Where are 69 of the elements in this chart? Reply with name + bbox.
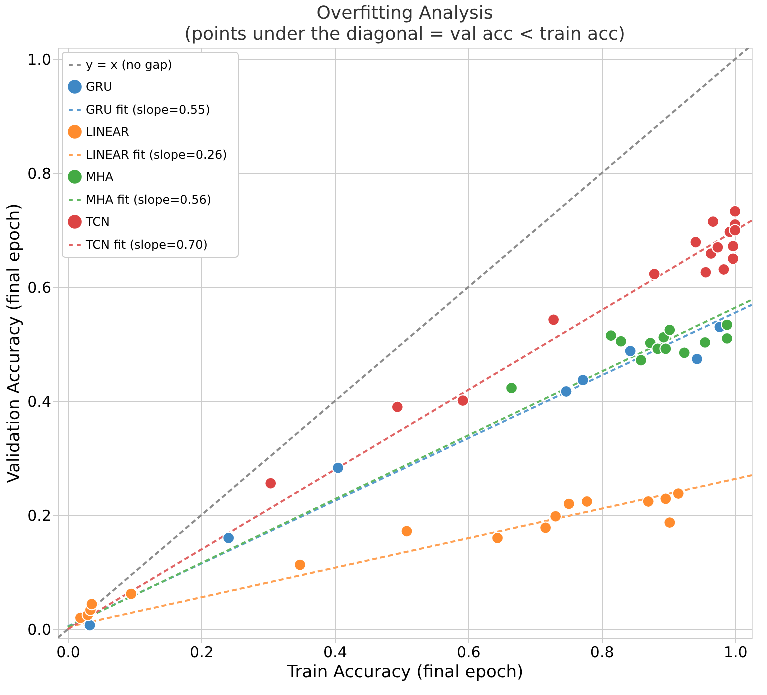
chart-subtitle: (points under the diagonal = val acc < train acc) (184, 24, 626, 45)
point (691, 353, 704, 366)
point (664, 324, 676, 336)
point (576, 374, 590, 387)
y-tick-label: 0.8 (28, 164, 52, 183)
point (604, 330, 618, 342)
x-axis-title: Train Accuracy (final epoch) (286, 662, 524, 682)
legend-label: MHA fit (slope=0.56) (86, 193, 212, 207)
point (642, 496, 655, 508)
point (391, 400, 404, 414)
point (492, 532, 504, 544)
point (660, 342, 672, 356)
point (707, 216, 720, 228)
point (222, 532, 236, 544)
x-tick-label: 0.0 (56, 644, 80, 662)
x-tick-label: 0.4 (324, 644, 348, 662)
legend-label: MHA (86, 170, 114, 184)
point (615, 335, 628, 348)
y-tick-label: 0.0 (28, 620, 52, 639)
x-tick-label: 1.0 (724, 644, 748, 662)
legend-label: LINEAR (86, 125, 130, 139)
point (562, 498, 576, 510)
point (84, 619, 96, 632)
point (690, 236, 702, 249)
chart-title: Overfitting Analysis (316, 3, 494, 24)
point (456, 394, 470, 408)
point (550, 510, 562, 523)
point (294, 558, 306, 572)
point (125, 588, 138, 600)
point (548, 314, 560, 326)
x-tick-label: 0.2 (190, 644, 214, 662)
y-tick-label: 1.0 (28, 50, 52, 69)
x-tick-label: 0.6 (456, 644, 481, 662)
point (580, 496, 594, 508)
y-tick-label: 0.6 (28, 278, 52, 297)
point (678, 346, 691, 360)
point (727, 252, 740, 266)
point (727, 240, 740, 253)
point (718, 264, 730, 276)
point (86, 598, 98, 611)
y-axis-title: Validation Accuracy (final epoch) (4, 204, 25, 484)
point (729, 224, 742, 237)
point (624, 345, 637, 358)
legend-label: y = x (no gap) (86, 58, 172, 72)
y-tick-label: 0.4 (28, 392, 52, 411)
point (721, 332, 734, 345)
point (699, 336, 712, 349)
legend-label: GRU (86, 80, 112, 94)
legend-label: TCN (85, 215, 110, 229)
point (506, 382, 518, 395)
point (332, 462, 344, 474)
point (635, 354, 648, 367)
point (560, 386, 573, 398)
point (660, 492, 672, 506)
point (700, 266, 712, 279)
y-tick-label: 0.2 (28, 506, 52, 525)
point (648, 268, 661, 280)
legend-label: LINEAR fit (slope=0.26) (86, 148, 228, 162)
point (540, 522, 552, 534)
point (400, 525, 414, 538)
x-tick-label: 0.8 (590, 644, 614, 662)
point (721, 318, 734, 332)
point (664, 516, 676, 530)
legend-label: TCN fit (slope=0.70) (85, 238, 208, 252)
point (672, 488, 685, 500)
legend-label: GRU fit (slope=0.55) (86, 103, 210, 117)
point (264, 477, 278, 490)
point (729, 205, 742, 218)
point (712, 241, 724, 254)
